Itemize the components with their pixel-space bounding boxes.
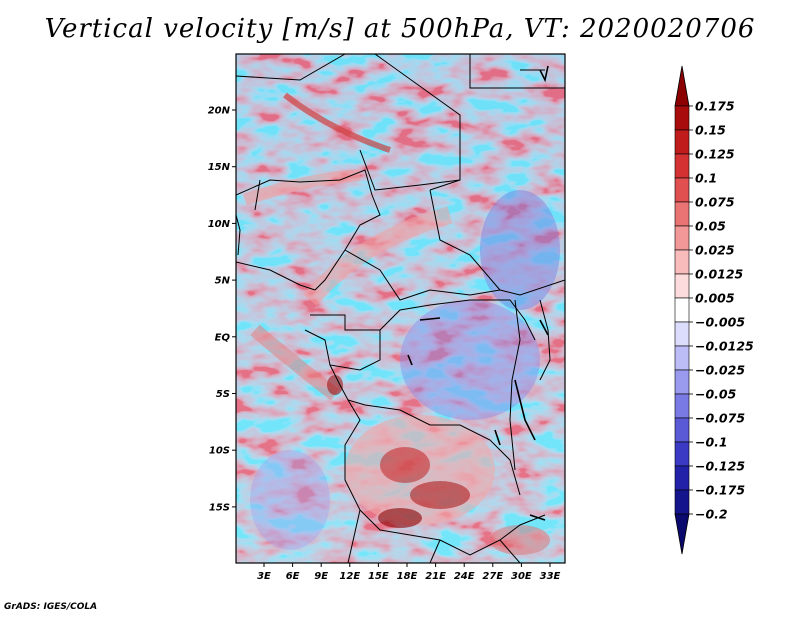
latitude-axis: 20N 15N 10N 5N EQ 5S 10S 15S: [208, 106, 236, 513]
colorbar-label: −0.175: [695, 483, 745, 498]
lat-label: 10S: [209, 446, 230, 457]
lat-label: 15S: [209, 502, 230, 513]
lat-label: 15N: [208, 162, 231, 173]
colorbar-label: 0.05: [695, 219, 726, 234]
colorbar-segment: [674, 465, 690, 491]
lon-label: 33E: [540, 571, 561, 582]
colorbar-label: 0.125: [695, 147, 735, 162]
lat-label: EQ: [215, 332, 231, 343]
colorbar-segment: [674, 273, 690, 299]
colorbar-segment: [674, 225, 690, 251]
country-borders: [236, 54, 565, 563]
lat-label: 20N: [208, 106, 231, 117]
colorbar-label: −0.2: [695, 507, 728, 522]
colorbar-segment: [674, 297, 690, 323]
lon-label: 21E: [425, 571, 446, 582]
lat-label: 10N: [208, 219, 231, 230]
colorbar-label: 0.1: [695, 171, 717, 186]
lakes: [407, 65, 549, 521]
colorbar-segment: [674, 177, 690, 203]
colorbar-label: −0.0125: [695, 339, 754, 354]
colorbar-label: 0.025: [695, 243, 735, 258]
lat-label: 5N: [215, 276, 231, 287]
colorbar-segment: [674, 105, 690, 131]
colorbar-segment: [674, 201, 690, 227]
lon-label: 27E: [482, 571, 503, 582]
lon-label: 24E: [454, 571, 475, 582]
colorbar-segment: [674, 129, 690, 155]
colorbar-label: −0.1: [695, 435, 728, 450]
colorbar-segment: [674, 249, 690, 275]
colorbar-segment: [674, 489, 690, 515]
colorbar-segment: [674, 513, 690, 555]
lon-label: 15E: [368, 571, 389, 582]
lat-label: 5S: [216, 389, 230, 400]
lon-label: 9E: [314, 571, 328, 582]
colorbar-label: −0.05: [695, 387, 737, 402]
colorbar-label: 0.175: [695, 99, 735, 114]
colorbar-label: −0.075: [695, 411, 745, 426]
longitude-axis: 3E 6E 9E 12E 15E 18E 21E 24E 27E 30E 33E: [257, 563, 561, 582]
colorbar-label: 0.0125: [695, 267, 744, 282]
colorbar-segment: [674, 417, 690, 443]
colorbar-label: −0.125: [695, 459, 745, 474]
colorbar: 0.175 0.15 0.125 0.1 0.075 0.05 0.025 0.0125 0.0…: [674, 65, 754, 555]
colorbar-segment: [674, 321, 690, 347]
velocity-field: [236, 54, 565, 563]
colorbar-segment: [674, 393, 690, 419]
grads-credit: GrADS: IGES/COLA: [4, 602, 98, 612]
lon-label: 30E: [511, 571, 532, 582]
colorbar-label: −0.005: [695, 315, 745, 330]
colorbar-segment: [674, 345, 690, 371]
colorbar-segment: [674, 369, 690, 395]
lon-label: 6E: [286, 571, 300, 582]
map-title: Vertical velocity [m/s] at 500hPa, VT: 2…: [44, 14, 756, 44]
colorbar-segment: [674, 153, 690, 179]
lon-label: 3E: [257, 571, 271, 582]
map-frame: [235, 53, 566, 564]
colorbar-label: 0.075: [695, 195, 735, 210]
colorbar-segment: [674, 441, 690, 467]
lon-label: 12E: [339, 571, 360, 582]
colorbar-label: −0.025: [695, 363, 745, 378]
colorbar-label: 0.005: [695, 291, 735, 306]
colorbar-segment: [674, 65, 690, 107]
colorbar-label: 0.15: [695, 123, 726, 138]
lon-label: 18E: [397, 571, 418, 582]
